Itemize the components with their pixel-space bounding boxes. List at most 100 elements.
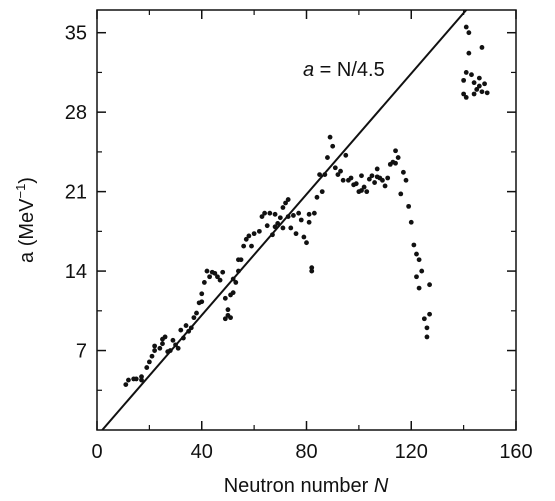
- data-point: [283, 200, 288, 206]
- data-point: [280, 225, 286, 231]
- data-points: [123, 24, 490, 387]
- data-point: [317, 172, 322, 177]
- data-point: [330, 143, 336, 149]
- data-point: [461, 91, 467, 97]
- data-point: [285, 214, 291, 219]
- data-point: [408, 219, 414, 225]
- data-point: [340, 177, 346, 183]
- data-point: [264, 223, 270, 229]
- data-point: [230, 276, 236, 282]
- data-point: [259, 214, 265, 219]
- data-point: [382, 183, 388, 189]
- data-point: [306, 211, 312, 217]
- data-point: [469, 72, 474, 78]
- data-point: [160, 341, 165, 347]
- data-point: [291, 213, 296, 218]
- data-point: [380, 177, 385, 183]
- data-point: [225, 307, 231, 313]
- data-point: [311, 210, 317, 216]
- data-point: [309, 265, 315, 271]
- data-point: [374, 166, 380, 172]
- data-point: [309, 268, 315, 274]
- data-point: [220, 269, 226, 275]
- data-point: [319, 189, 325, 195]
- data-point: [293, 231, 299, 237]
- y-tick-label: 21: [65, 182, 87, 204]
- data-point: [238, 257, 244, 263]
- data-point: [277, 215, 283, 221]
- data-point: [270, 232, 275, 238]
- data-point: [400, 169, 406, 175]
- data-point: [484, 90, 490, 96]
- data-point: [419, 268, 425, 274]
- data-point: [199, 299, 205, 305]
- data-point: [476, 75, 482, 81]
- data-point: [393, 148, 398, 154]
- data-point: [262, 210, 267, 216]
- data-point: [194, 310, 199, 316]
- data-point: [173, 342, 178, 348]
- data-point: [152, 348, 158, 353]
- data-point: [353, 181, 359, 187]
- data-point: [369, 173, 375, 179]
- data-point: [424, 334, 430, 340]
- data-point: [338, 168, 343, 174]
- data-point: [474, 87, 480, 92]
- data-point: [256, 228, 262, 234]
- data-point: [233, 280, 239, 285]
- data-point: [466, 30, 472, 36]
- data-point: [411, 242, 417, 248]
- data-point: [288, 225, 294, 231]
- data-point: [230, 290, 236, 296]
- data-point: [306, 219, 312, 225]
- data-point: [249, 243, 254, 249]
- data-point: [162, 334, 168, 340]
- x-tick-label: 160: [499, 441, 532, 463]
- data-point: [222, 295, 228, 301]
- data-point: [183, 323, 189, 328]
- data-point: [463, 95, 469, 100]
- data-point: [416, 285, 422, 291]
- data-point: [167, 348, 173, 353]
- data-point: [178, 327, 184, 333]
- data-point: [170, 337, 176, 343]
- data-point: [144, 365, 150, 370]
- data-point: [427, 282, 432, 288]
- data-point: [175, 345, 181, 351]
- data-point: [403, 177, 409, 183]
- y-tick-label: 7: [76, 341, 87, 363]
- data-point: [204, 268, 210, 274]
- data-point: [398, 191, 404, 197]
- y-tick-label: 14: [65, 261, 87, 283]
- data-point: [414, 251, 419, 257]
- data-point: [314, 194, 320, 200]
- data-point: [466, 50, 472, 56]
- data-point: [188, 325, 194, 331]
- data-point: [228, 315, 233, 321]
- y-tick-label: 35: [65, 23, 87, 45]
- axis-ticks: [96, 10, 517, 430]
- data-point: [471, 80, 477, 86]
- data-point: [246, 233, 252, 239]
- data-point: [267, 210, 273, 216]
- data-point: [479, 45, 485, 50]
- data-point: [212, 270, 218, 276]
- data-point: [325, 155, 330, 160]
- data-point: [301, 234, 307, 240]
- data-point: [285, 197, 291, 202]
- data-point: [243, 236, 249, 242]
- data-point: [359, 188, 364, 193]
- data-point: [241, 243, 247, 249]
- data-point: [133, 376, 139, 382]
- data-point: [463, 24, 469, 30]
- tick-labels: 0 40 80 120 160 7 14 21 28 35: [65, 23, 533, 463]
- data-point: [343, 152, 349, 158]
- data-point: [275, 221, 281, 226]
- fit-line: [101, 10, 467, 430]
- data-point: [322, 172, 328, 177]
- x-axis-title: Neutron number N: [224, 475, 389, 497]
- data-point: [280, 205, 286, 210]
- data-point: [139, 374, 144, 380]
- y-tick-label: 28: [65, 102, 87, 124]
